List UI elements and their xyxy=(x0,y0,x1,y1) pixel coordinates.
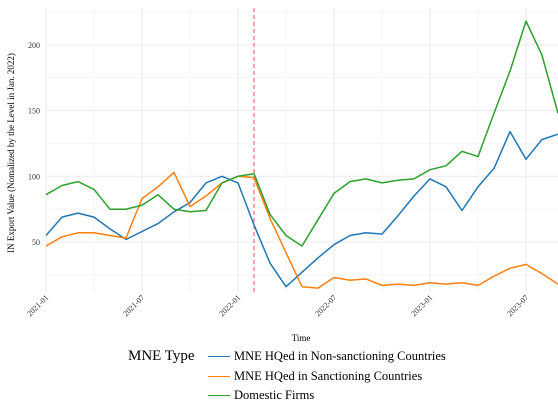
series-lines xyxy=(45,20,558,289)
legend-title: MNE Type xyxy=(128,348,195,364)
legend-label-non-sanctioning: MNE HQed in Non-sanctioning Countries xyxy=(234,348,446,363)
x-tick-label: 2022-07 xyxy=(313,293,338,318)
y-axis-title: IN Export Value (Nomalized by the Level … xyxy=(6,53,16,253)
legend-label-sanctioning: MNE HQed in Sanctioning Countries xyxy=(234,368,423,383)
series-line-2 xyxy=(45,20,558,247)
legend-key-non-sanctioning xyxy=(208,355,230,357)
y-tick-label: 50 xyxy=(32,238,40,247)
grid xyxy=(45,8,558,292)
x-tick-labels: 2021-01 2021-07 2022-01 2022-07 2023-01 2023-… xyxy=(25,293,530,318)
legend: MNE Type MNE HQed in Non-sanctioning Cou… xyxy=(128,345,548,403)
x-tick-label: 2021-01 xyxy=(25,293,50,318)
legend-key-domestic xyxy=(208,394,230,396)
legend-item-non-sanctioning: MNE HQed in Non-sanctioning Countries xyxy=(208,347,446,365)
y-tick-label: 150 xyxy=(28,107,40,116)
x-tick-label: 2023-01 xyxy=(409,293,434,318)
x-axis-title: Time xyxy=(292,333,311,343)
series-line-1 xyxy=(45,171,558,289)
x-tick-label: 2022-01 xyxy=(217,293,242,318)
series-line-0 xyxy=(45,130,558,288)
y-tick-label: 100 xyxy=(28,172,40,181)
legend-item-domestic: Domestic Firms xyxy=(208,386,314,404)
legend-label-domestic: Domestic Firms xyxy=(234,387,315,402)
x-tick-label: 2023-07 xyxy=(505,293,530,318)
y-tick-label: 200 xyxy=(28,41,40,50)
y-tick-labels: 50 100 150 200 xyxy=(28,41,40,247)
legend-key-sanctioning xyxy=(208,375,230,377)
x-tick-label: 2021-07 xyxy=(121,293,146,318)
legend-item-sanctioning: MNE HQed in Sanctioning Countries xyxy=(208,367,422,385)
